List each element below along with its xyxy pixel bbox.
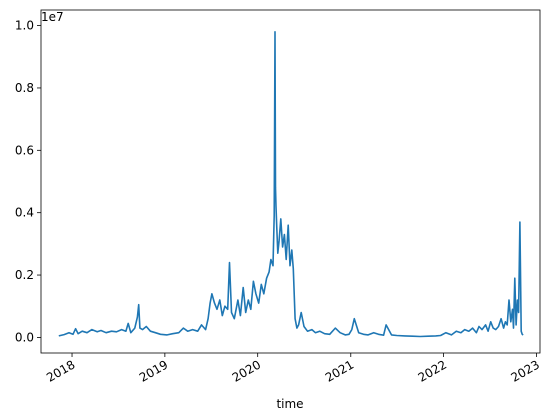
x-tick-label: 2020 [230,357,263,384]
plot-frame [40,9,541,354]
y-tick-label: 1.0 [15,19,34,33]
plot-content [58,30,524,338]
y-tick-label: 0.0 [15,330,34,344]
x-axis-ticks: 2018 2019 2020 2021 2022 2023 [44,353,542,385]
y-tick-label: 0.2 [15,268,34,282]
y-offset-label: 1e7 [41,10,64,24]
x-tick-label: 2023 [508,357,541,384]
y-tick-label: 0.4 [15,206,34,220]
y-tick-label: 0.6 [15,143,34,157]
y-axis-ticks: 0.0 0.2 0.4 0.6 0.8 1.0 [15,19,41,344]
x-tick-label: 2022 [416,357,449,384]
series-line [58,30,524,338]
plot-area [41,10,540,353]
x-tick-label: 2018 [44,357,77,384]
y-tick-label: 0.8 [15,81,34,95]
x-tick-label: 2021 [323,357,356,384]
x-axis-label: time [276,397,303,411]
x-tick-label: 2019 [137,357,170,384]
